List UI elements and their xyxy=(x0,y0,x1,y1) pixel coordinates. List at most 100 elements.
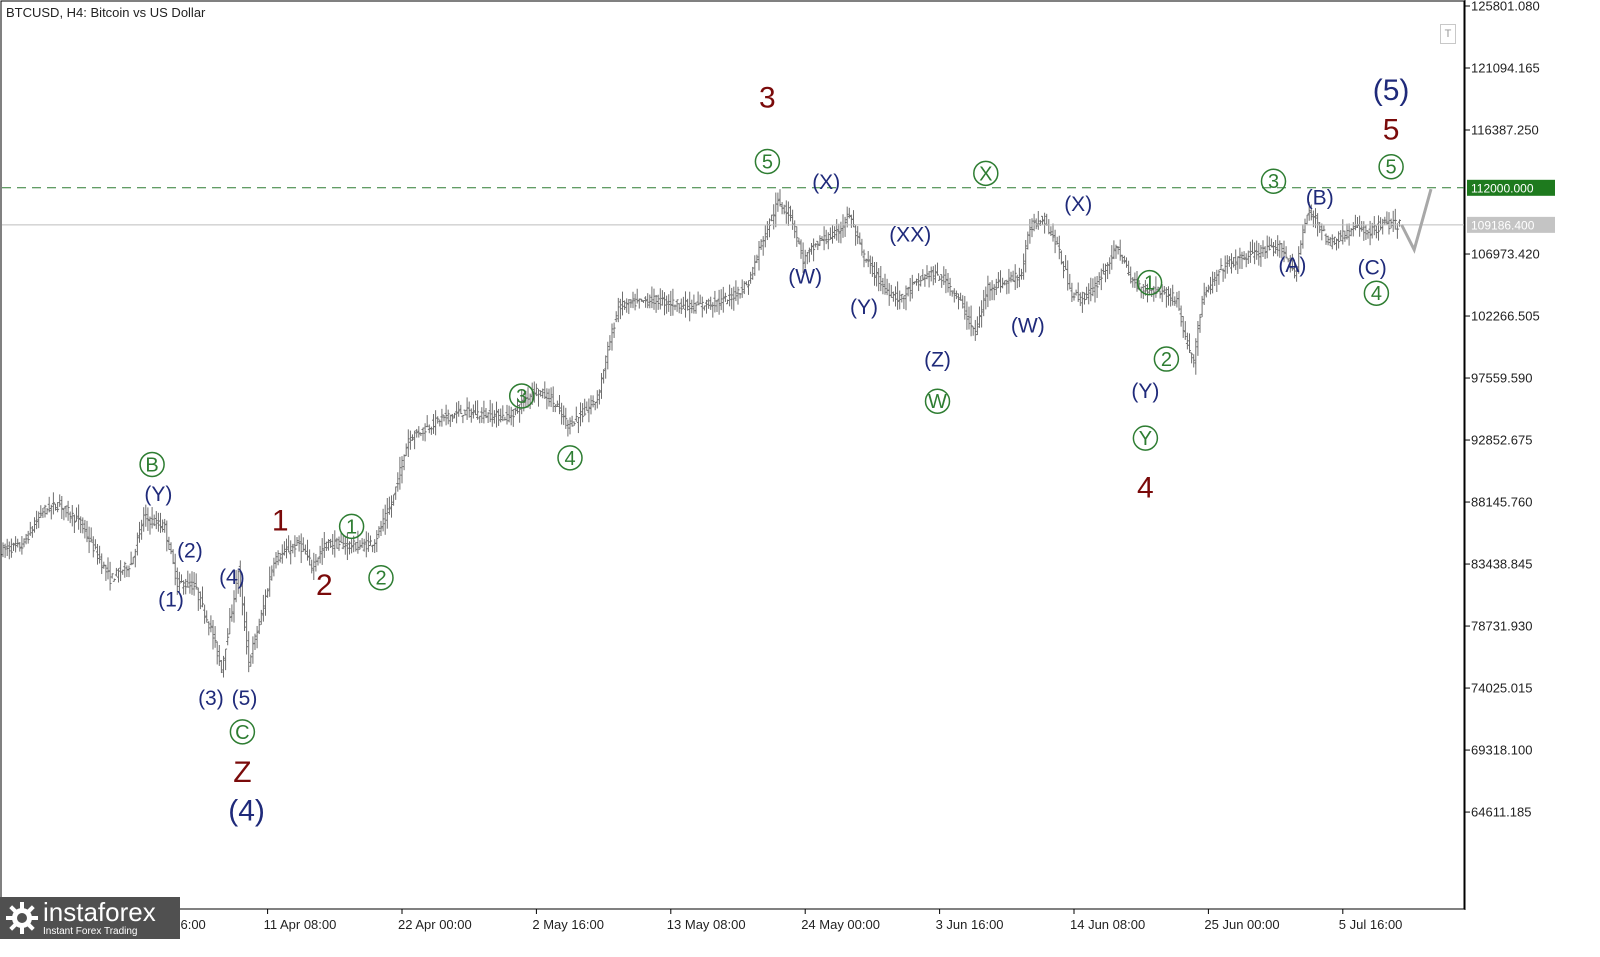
price-bar xyxy=(1198,314,1202,333)
wave-label: (1) xyxy=(158,588,184,611)
price-bar xyxy=(902,295,906,309)
price-bar xyxy=(406,429,410,458)
price-bar xyxy=(264,589,267,616)
price-bar xyxy=(217,645,221,666)
price-bar xyxy=(709,296,713,310)
price-bar xyxy=(123,561,127,578)
price-bar xyxy=(1034,218,1038,230)
price-bar xyxy=(847,207,851,219)
svg-text:(W): (W) xyxy=(1011,314,1045,337)
price-bar xyxy=(49,504,53,520)
price-bar xyxy=(831,225,834,244)
price-bar xyxy=(545,388,549,410)
price-bar xyxy=(1301,224,1305,249)
price-bar xyxy=(625,298,629,313)
price-bar xyxy=(425,415,429,428)
gear-logo-icon xyxy=(6,902,38,934)
price-bar xyxy=(944,269,948,294)
price-bar xyxy=(513,407,517,416)
price-bar xyxy=(507,405,511,423)
price-bar xyxy=(394,486,398,500)
price-bar xyxy=(547,388,551,407)
price-bar xyxy=(1192,354,1196,368)
svg-text:3: 3 xyxy=(759,82,776,115)
price-bar xyxy=(602,369,606,384)
price-bar xyxy=(665,295,669,314)
price-bar xyxy=(150,507,154,529)
price-bar xyxy=(297,535,301,552)
price-bar xyxy=(900,293,904,303)
price-bar xyxy=(142,507,146,532)
price-bar xyxy=(994,278,998,296)
price-bar xyxy=(778,189,782,207)
price-bar xyxy=(469,408,473,423)
price-bar xyxy=(1083,292,1086,305)
price-bar xyxy=(807,247,811,263)
price-bar xyxy=(156,512,160,532)
price-bar xyxy=(988,282,992,301)
price-bar xyxy=(1047,219,1051,235)
price-bar xyxy=(736,286,740,305)
price-bar xyxy=(931,266,935,286)
price-bar xyxy=(398,456,402,490)
price-tick-label: 69318.100 xyxy=(1471,743,1532,758)
price-bar xyxy=(986,275,990,308)
price-bar xyxy=(492,410,496,424)
price-bar xyxy=(205,610,209,623)
price-bar xyxy=(228,607,232,635)
price-bar xyxy=(583,398,587,416)
price-bar xyxy=(465,397,469,420)
price-bar xyxy=(308,549,312,566)
price-bar xyxy=(1236,256,1240,274)
price-bar xyxy=(837,223,841,243)
svg-text:2: 2 xyxy=(316,569,333,602)
wave-label: (X) xyxy=(812,171,840,194)
price-bar xyxy=(1211,271,1215,294)
price-bar xyxy=(879,266,883,292)
price-bar xyxy=(1232,257,1236,268)
price-bar xyxy=(845,206,849,228)
price-bar xyxy=(1318,222,1322,233)
price-bar xyxy=(121,569,125,575)
wave-label: 3 xyxy=(1260,168,1287,194)
price-bar xyxy=(1385,211,1389,225)
price-bar xyxy=(299,533,303,564)
price-bar xyxy=(37,511,41,529)
price-bar xyxy=(125,565,129,578)
price-bar xyxy=(744,281,748,286)
price-bar xyxy=(98,545,102,564)
resistance-price-tag xyxy=(1467,179,1555,196)
price-bar xyxy=(419,432,423,437)
price-bar xyxy=(226,628,230,646)
price-bar xyxy=(249,654,253,667)
price-bar xyxy=(402,454,406,471)
wave-label: (5) xyxy=(1373,74,1410,107)
price-bar xyxy=(356,530,360,554)
price-bar xyxy=(623,300,627,310)
price-bar xyxy=(148,516,152,535)
price-bar xyxy=(555,400,559,408)
price-bar xyxy=(35,510,39,530)
price-bar xyxy=(919,275,923,287)
price-bar xyxy=(432,414,435,434)
price-bar xyxy=(1093,276,1097,303)
svg-text:(5): (5) xyxy=(1373,74,1410,107)
price-bar xyxy=(1194,338,1198,375)
price-bar xyxy=(16,538,20,548)
price-bar xyxy=(1219,258,1223,271)
price-bar xyxy=(642,300,645,303)
price-bar xyxy=(814,243,818,248)
price-bar xyxy=(1106,262,1110,280)
trade-button[interactable]: T xyxy=(1440,24,1456,44)
price-bar xyxy=(1248,241,1252,263)
price-bar xyxy=(480,407,484,423)
price-bar xyxy=(585,401,589,411)
svg-text:(2): (2) xyxy=(177,540,203,563)
price-bars xyxy=(1,189,1401,678)
price-bar xyxy=(83,519,87,539)
price-bar xyxy=(1055,236,1059,245)
chart-title: BTCUSD, H4: Bitcoin vs US Dollar xyxy=(6,5,206,20)
price-bar xyxy=(1116,246,1120,255)
price-bar xyxy=(89,527,93,543)
